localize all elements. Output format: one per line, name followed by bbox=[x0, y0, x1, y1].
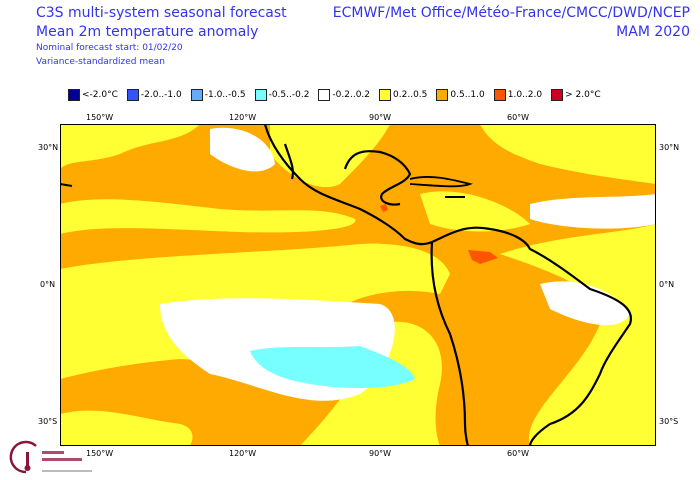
legend-label: > 2.0°C bbox=[565, 90, 601, 100]
systems-list: ECMWF/Met Office/Météo-France/CMCC/DWD/N… bbox=[332, 5, 690, 21]
legend-swatch bbox=[436, 89, 449, 101]
legend-swatch bbox=[379, 89, 392, 101]
red-region bbox=[468, 250, 498, 264]
legend-swatch bbox=[493, 89, 506, 101]
lat-label-left: 0°N bbox=[40, 280, 56, 289]
legend-item: 0.2..0.5 bbox=[379, 89, 427, 101]
lon-label-top: 90°W bbox=[369, 113, 392, 122]
lon-label-bottom: 60°W bbox=[507, 449, 530, 458]
method-note: Variance-standardized mean bbox=[36, 57, 165, 67]
cyan-region bbox=[250, 346, 415, 388]
lon-label-top: 60°W bbox=[507, 113, 530, 122]
anomaly-map bbox=[60, 124, 656, 446]
legend-item: 1.0..2.0 bbox=[493, 89, 543, 101]
legend-label: -1.0..-0.5 bbox=[204, 90, 246, 100]
red-spot bbox=[380, 204, 388, 212]
lat-label-left: 30°S bbox=[38, 417, 58, 426]
legend-swatch bbox=[126, 89, 139, 101]
lon-label-bottom: 150°W bbox=[86, 449, 114, 458]
lon-label-top: 150°W bbox=[86, 113, 114, 122]
forecast-start: Nominal forecast start: 01/02/20 bbox=[36, 43, 183, 53]
copernicus-climate-logo bbox=[9, 440, 92, 474]
legend-label: 1.0..2.0 bbox=[507, 90, 543, 100]
map-subtitle: Mean 2m temperature anomaly bbox=[36, 24, 259, 40]
legend-label: -0.5..-0.2 bbox=[268, 90, 310, 100]
legend-label: <-2.0°C bbox=[82, 90, 118, 100]
season-label: MAM 2020 bbox=[616, 24, 690, 40]
legend-swatch bbox=[318, 89, 331, 101]
legend-swatch bbox=[190, 89, 203, 101]
lat-label-left: 30°N bbox=[38, 143, 59, 152]
legend-swatch bbox=[68, 89, 80, 101]
legend-label: 0.2..0.5 bbox=[393, 90, 428, 100]
legend-label: 0.5..1.0 bbox=[450, 90, 485, 100]
lon-label-top: 120°W bbox=[229, 113, 257, 122]
legend-item: 0.5..1.0 bbox=[436, 89, 485, 101]
coastlines bbox=[60, 124, 633, 446]
legend-item: -0.5..-0.2 bbox=[254, 89, 310, 101]
lat-label-right: 0°N bbox=[659, 280, 675, 289]
lon-label-bottom: 90°W bbox=[369, 449, 392, 458]
legend-swatch bbox=[551, 89, 564, 101]
legend-label: -0.2..0.2 bbox=[332, 90, 371, 100]
lon-label-bottom: 120°W bbox=[229, 449, 257, 458]
legend-item: > 2.0°C bbox=[551, 89, 601, 101]
legend-item: -0.2..0.2 bbox=[318, 89, 370, 101]
lat-label-right: 30°S bbox=[659, 417, 679, 426]
legend-item: <-2.0°C bbox=[68, 89, 118, 101]
color-legend: <-2.0°C -2.0..-1.0 -1.0..-0.5 -0.5..-0.2 -0.… bbox=[68, 89, 601, 101]
legend-item: -1.0..-0.5 bbox=[190, 89, 246, 101]
legend-swatch bbox=[254, 89, 267, 101]
map-title: C3S multi-system seasonal forecast bbox=[36, 5, 287, 21]
legend-label: -2.0..-1.0 bbox=[140, 90, 182, 100]
legend-item: -2.0..-1.0 bbox=[126, 89, 182, 101]
lat-label-right: 30°N bbox=[659, 143, 680, 152]
